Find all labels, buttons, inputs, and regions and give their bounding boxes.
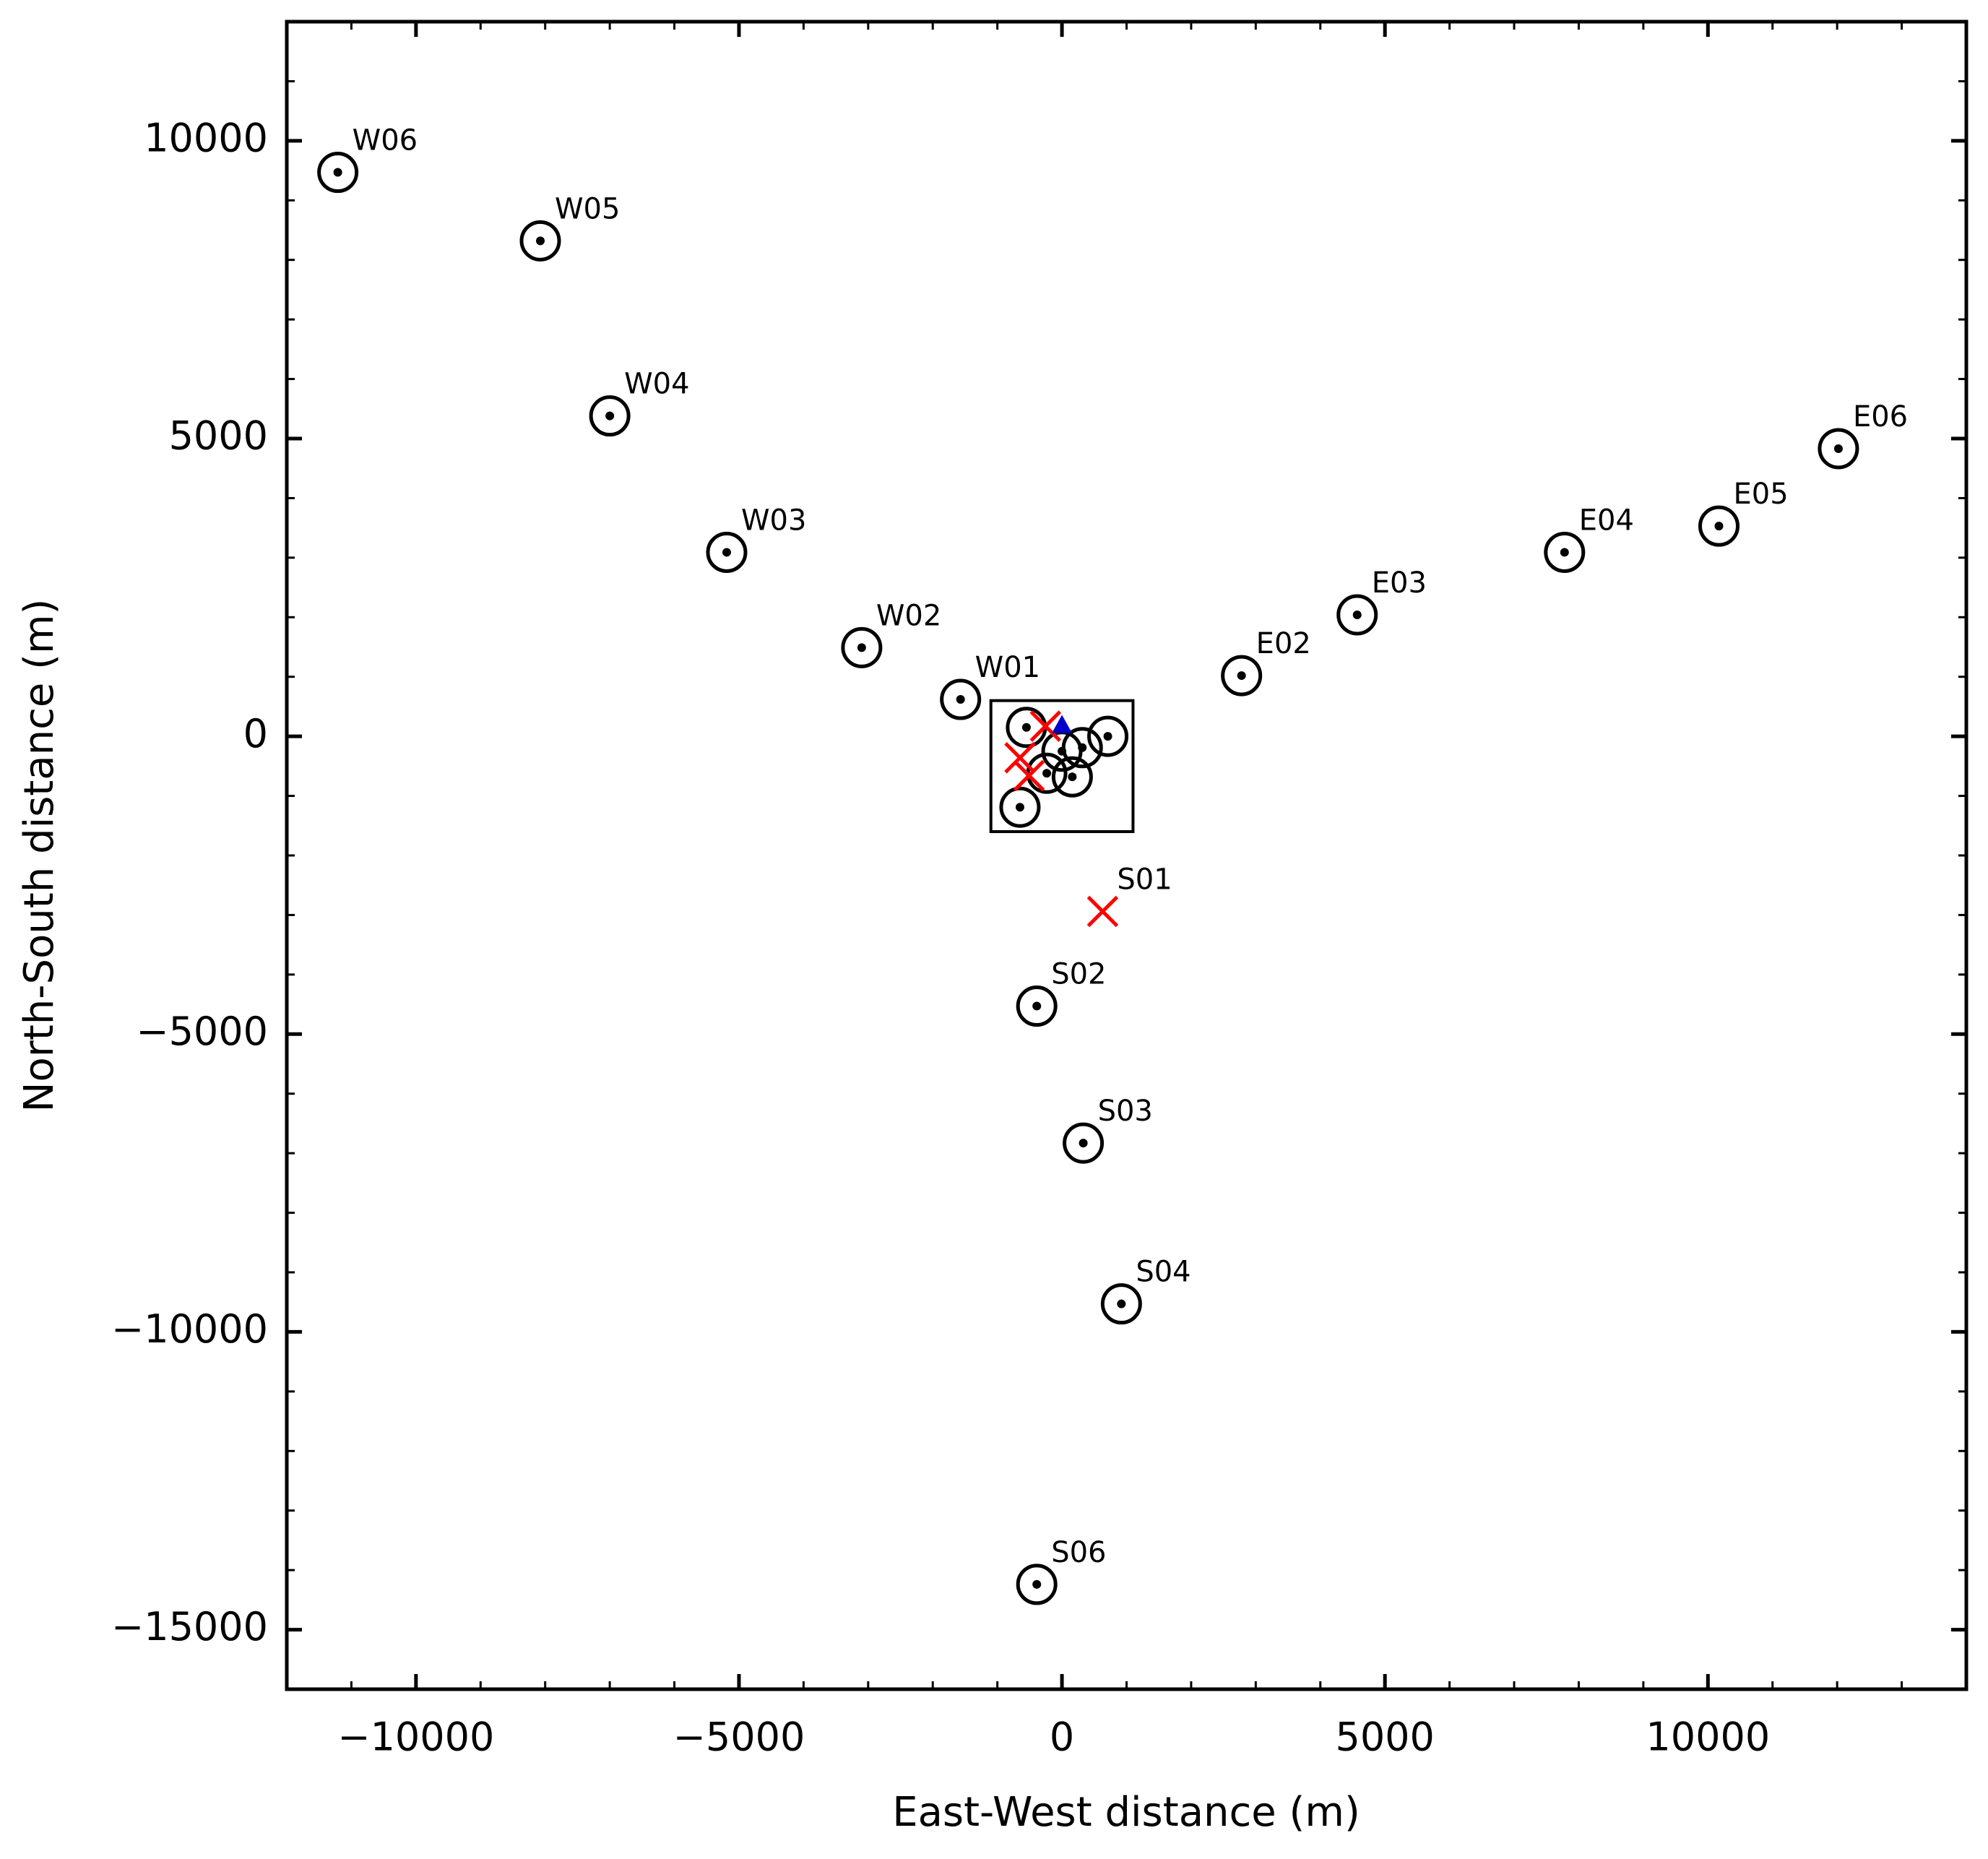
station-dot — [1032, 1001, 1042, 1011]
station-ring — [1051, 756, 1093, 798]
point-label: E04 — [1579, 504, 1634, 537]
station-ring — [1818, 428, 1859, 470]
x-tick-label: 10000 — [1646, 1714, 1770, 1760]
point-label: W03 — [741, 504, 806, 537]
station-ring — [1100, 1283, 1142, 1325]
x-axis-title: East-West distance (m) — [892, 1789, 1360, 1836]
station-dot — [1058, 746, 1067, 756]
station-ring — [317, 152, 359, 194]
point-label: S01 — [1117, 863, 1172, 896]
station-dot — [1117, 1299, 1126, 1308]
station-dot — [535, 236, 545, 246]
station-dot — [1352, 610, 1362, 619]
station-dot — [605, 411, 615, 420]
station-dot — [1714, 522, 1724, 531]
cross — [1004, 742, 1036, 774]
station-dot — [1560, 548, 1569, 557]
station-ring — [519, 220, 561, 262]
station-dot — [1015, 803, 1024, 812]
station-ring — [589, 395, 631, 437]
station-ring — [999, 786, 1041, 828]
station-dot — [857, 643, 866, 652]
station-ring — [1336, 594, 1378, 636]
plot-frame — [285, 20, 1968, 1691]
station-dot — [1042, 769, 1052, 778]
station-dot — [1079, 1139, 1088, 1148]
point-label: W01 — [975, 651, 1040, 684]
station-dot — [956, 695, 965, 704]
x-tick-label: 5000 — [1335, 1714, 1434, 1760]
point-label: S04 — [1136, 1256, 1190, 1289]
triangle — [1052, 715, 1073, 733]
point-label: E03 — [1372, 566, 1427, 600]
point-label: E06 — [1853, 400, 1908, 434]
point-label: W05 — [555, 192, 620, 225]
y-tick-label: −5000 — [136, 1009, 268, 1054]
station-dot — [1032, 1579, 1042, 1589]
station-dot — [1833, 444, 1843, 454]
station-dot — [1068, 772, 1077, 782]
point-label: E02 — [1256, 627, 1311, 660]
x-tick-label: −10000 — [337, 1714, 494, 1760]
y-tick-label: −10000 — [111, 1306, 268, 1352]
x-tick-label: −5000 — [673, 1714, 805, 1760]
region-box — [989, 699, 1135, 834]
point-label: W02 — [876, 599, 941, 632]
cross — [1029, 710, 1062, 742]
station-ring — [1221, 655, 1263, 696]
station-ring — [1063, 1122, 1105, 1164]
station-ring — [940, 678, 982, 720]
station-dot — [722, 548, 731, 557]
point-label: S06 — [1051, 1536, 1106, 1569]
station-dot — [1103, 732, 1112, 741]
station-ring — [1016, 1563, 1058, 1605]
station-ring — [1544, 531, 1586, 573]
station-ring — [1698, 505, 1740, 547]
station-ring — [706, 531, 748, 573]
cross — [1013, 759, 1045, 792]
cross — [1086, 895, 1119, 928]
point-label: W04 — [624, 368, 689, 401]
station-ring — [1016, 985, 1058, 1027]
y-tick-label: 5000 — [169, 413, 268, 459]
y-axis-title: North-South distance (m) — [16, 599, 63, 1113]
point-label: S02 — [1051, 958, 1106, 991]
station-dot — [1021, 723, 1031, 732]
point-label: S03 — [1098, 1095, 1153, 1128]
y-tick-label: 0 — [243, 711, 268, 756]
station-dot — [1237, 671, 1246, 681]
station-dot — [333, 168, 342, 177]
point-label: E05 — [1734, 478, 1789, 511]
y-tick-label: 10000 — [144, 115, 268, 160]
station-ring — [841, 626, 883, 668]
point-label: W06 — [353, 124, 418, 158]
station-ring — [1087, 715, 1129, 757]
y-tick-label: −15000 — [111, 1604, 268, 1649]
x-tick-label: 0 — [1050, 1714, 1074, 1760]
